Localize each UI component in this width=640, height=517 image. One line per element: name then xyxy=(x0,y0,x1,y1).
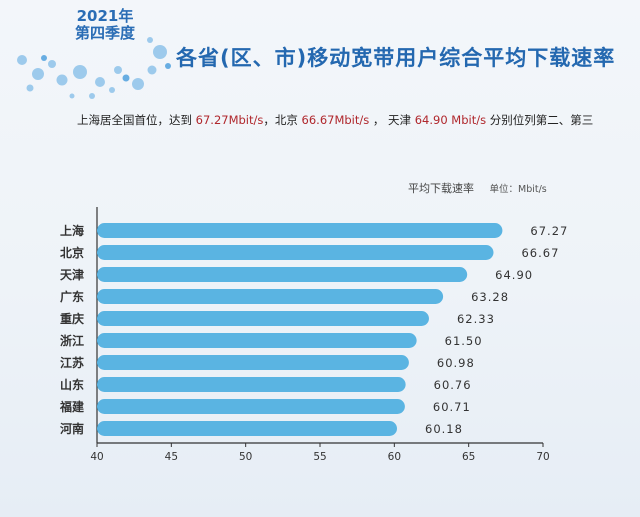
summary-value-3: 64.90 Mbit/s xyxy=(414,113,487,127)
x-tick-label: 60 xyxy=(388,451,401,463)
category-label: 江苏 xyxy=(60,355,84,370)
data-label: 60.71 xyxy=(433,400,471,414)
bar xyxy=(97,377,406,392)
bar xyxy=(97,399,405,414)
data-label: 64.90 xyxy=(495,268,533,282)
bar xyxy=(97,333,417,348)
chart-legend: 平均下载速率 单位：Mbit/s xyxy=(408,180,547,196)
chart-title: 各省(区、市)移动宽带用户综合平均下载速率 xyxy=(176,46,616,70)
data-label: 63.28 xyxy=(471,290,509,304)
unit-label: 单位：Mbit/s xyxy=(489,184,547,195)
season-label: 第四季度 xyxy=(74,24,135,43)
data-label: 67.27 xyxy=(530,224,568,238)
series-name: 平均下载速率 xyxy=(408,182,474,195)
category-label: 天津 xyxy=(60,267,84,282)
decorative-bubbles xyxy=(17,37,171,99)
bar xyxy=(97,421,398,436)
x-tick-label: 55 xyxy=(313,451,326,463)
summary-value-1: 67.27Mbit/s xyxy=(195,113,264,127)
category-label: 浙江 xyxy=(60,333,84,348)
x-tick-label: 45 xyxy=(165,451,178,463)
summary-part-2: ，北京 xyxy=(263,113,302,127)
data-label: 66.67 xyxy=(521,246,559,260)
data-label: 60.18 xyxy=(425,422,463,436)
summary-part-4: 分别位列第二、第三 xyxy=(486,113,594,127)
category-label: 山东 xyxy=(60,377,84,392)
summary-part-1: 上海居全国首位，达到 xyxy=(77,113,196,127)
data-label: 60.98 xyxy=(437,356,475,370)
data-label: 60.76 xyxy=(434,378,472,392)
x-tick-label: 65 xyxy=(462,451,475,463)
category-label: 河南 xyxy=(59,421,84,436)
x-tick-label: 40 xyxy=(90,451,103,463)
data-label: 62.33 xyxy=(457,312,495,326)
year-label: 2021年 xyxy=(76,7,134,25)
bar xyxy=(97,311,429,326)
category-label: 重庆 xyxy=(60,311,84,326)
bar xyxy=(97,289,444,304)
period-label: 2021年 第四季度 xyxy=(60,7,150,43)
bar xyxy=(97,223,503,238)
category-label: 北京 xyxy=(60,245,84,260)
data-label: 61.50 xyxy=(445,334,483,348)
bar xyxy=(97,267,468,282)
summary-value-2: 66.67Mbit/s xyxy=(301,113,370,127)
category-label: 福建 xyxy=(59,399,85,414)
summary-text: 上海居全国首位，达到 67.27Mbit/s，北京 66.67Mbit/s ， … xyxy=(77,112,593,128)
x-tick-label: 50 xyxy=(239,451,252,463)
x-tick-label: 70 xyxy=(536,451,549,463)
bar xyxy=(97,245,494,260)
summary-part-3: ， 天津 xyxy=(369,113,415,127)
category-label: 上海 xyxy=(60,223,84,238)
bar xyxy=(97,355,409,370)
category-label: 广东 xyxy=(60,289,84,304)
